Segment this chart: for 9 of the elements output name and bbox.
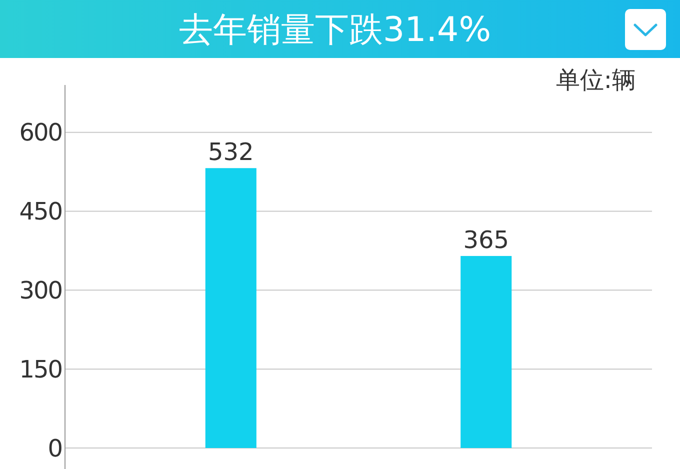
y-tick-label: 300 [19, 276, 62, 305]
y-tick-label: 600 [19, 118, 62, 147]
y-tick-label: 450 [19, 198, 62, 226]
annotation: 单位:辆 [556, 66, 636, 94]
data-label: 365 [463, 226, 510, 254]
chart-title: 去年销量下跌31.4% [178, 10, 492, 50]
y-tick-label: 0 [48, 434, 62, 462]
data-label: 532 [208, 138, 254, 166]
y-tick-label: 150 [19, 355, 62, 384]
